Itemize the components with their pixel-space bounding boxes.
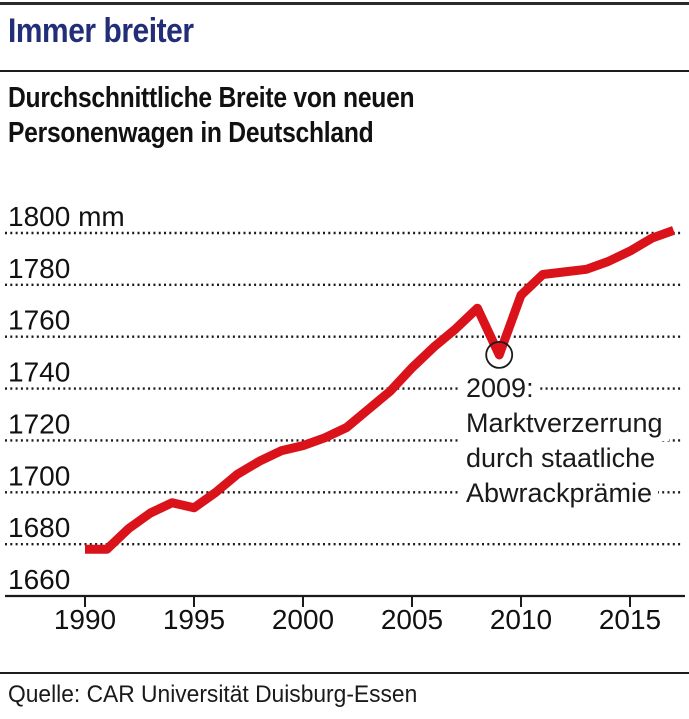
top-rule <box>0 2 689 5</box>
header-divider-rule <box>0 70 689 72</box>
annotation-line-1: 2009: <box>460 371 540 406</box>
annotation-row: Abwrackprämie <box>460 476 669 511</box>
y-axis-label: 1740 <box>8 357 70 388</box>
annotation-row: Marktverzerrung <box>460 406 669 441</box>
x-axis-label: 2005 <box>381 604 443 635</box>
x-axis-label: 1995 <box>163 604 225 635</box>
annotation-row: durch staatliche <box>460 441 669 476</box>
chart-title-line2: Personenwagen in Deutschland <box>8 117 374 149</box>
source-divider-rule <box>0 672 689 674</box>
y-axis-label: 1660 <box>8 564 70 595</box>
annotation-line-4: Abwrackprämie <box>460 476 659 511</box>
source-credit: Quelle: CAR Universität Duisburg-Essen <box>8 681 418 708</box>
y-axis-label: 1700 <box>8 460 70 491</box>
y-axis-label: 1720 <box>8 408 70 439</box>
annotation-2009: 2009: Marktverzerrung durch staatliche A… <box>460 371 669 511</box>
width-trend-line <box>85 226 676 554</box>
kicker-title: Immer breiter <box>8 12 194 50</box>
y-axis-label: 1800 mm <box>8 201 125 232</box>
y-axis-label: 1760 <box>8 305 70 336</box>
y-axis-label: 1780 <box>8 253 70 284</box>
annotation-line-3: durch staatliche <box>460 441 662 476</box>
dip-highlight-circle <box>485 340 514 369</box>
chart-title: Durchschnittliche Breite von neuen Perso… <box>8 81 415 151</box>
annotation-line-2: Marktverzerrung <box>460 406 669 441</box>
x-axis-label: 2015 <box>599 604 661 635</box>
x-axis-label: 2000 <box>272 604 334 635</box>
annotation-row: 2009: <box>460 371 669 406</box>
x-axis-label: 1990 <box>54 604 116 635</box>
chart-title-line1: Durchschnittliche Breite von neuen <box>8 82 415 114</box>
y-axis-label: 1680 <box>8 512 70 543</box>
x-axis-label: 2010 <box>490 604 552 635</box>
